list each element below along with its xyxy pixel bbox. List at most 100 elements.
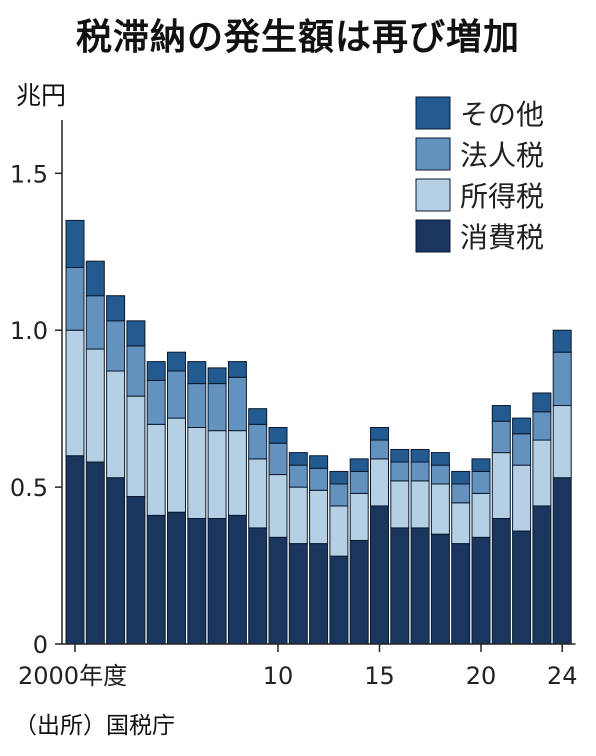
bar-segment [187, 361, 207, 385]
x-tick-label: 10 [263, 662, 294, 690]
bar-segment [309, 489, 329, 545]
bar-segment [471, 492, 491, 538]
bar-segment [288, 486, 308, 545]
bar-segment [370, 439, 389, 460]
bar-segment [430, 464, 450, 485]
y-tick-label: 0.5 [10, 474, 48, 502]
bar-segment [227, 430, 247, 516]
bar-segment [106, 295, 126, 322]
bar-segment [187, 383, 207, 428]
legend-swatch [415, 178, 451, 212]
bar-segment [65, 329, 85, 457]
bar-segment [248, 458, 268, 529]
bar-segment [187, 517, 207, 645]
bar-segment [288, 464, 308, 488]
bar-segment [451, 543, 471, 645]
bar-segment [65, 455, 85, 645]
bar-segment [471, 458, 491, 472]
bar-segment [248, 423, 268, 460]
bar-segment [288, 543, 308, 645]
bar-segment [227, 361, 247, 378]
x-tick-label: 2000年度 [18, 662, 127, 690]
bar-segment [146, 514, 166, 645]
bar-segment [85, 461, 105, 645]
bar-segment [268, 426, 288, 444]
bar-segment [167, 417, 186, 513]
bar-segment [512, 530, 532, 645]
x-tick-label: 24 [547, 662, 578, 690]
bar-segment [370, 505, 389, 645]
bar-segment [288, 452, 308, 466]
legend-label: 法人税 [460, 139, 544, 172]
y-axis-unit-label: 兆円 [16, 81, 67, 110]
bar-segment [451, 483, 471, 504]
bar-segment [451, 470, 471, 485]
bar-segment [390, 527, 410, 645]
bar-segment [552, 329, 572, 353]
bar-segment [532, 392, 552, 413]
legend-label: 消費税 [460, 221, 544, 254]
legend-label: その他 [460, 98, 544, 131]
bar-segment [370, 458, 389, 507]
bar-segment [451, 502, 471, 545]
bar-segment [329, 483, 349, 507]
bar-segment [167, 370, 186, 419]
bar-segment [349, 492, 369, 541]
bar-segment [106, 477, 126, 645]
bar-segment [65, 266, 85, 331]
bar-segment [167, 351, 186, 372]
bar-segment [552, 351, 572, 407]
bar-segment [532, 505, 552, 645]
bar-segment [430, 483, 450, 535]
bar-segment [85, 260, 105, 297]
bar-segment [430, 452, 450, 466]
y-tick-label: 1.0 [10, 317, 48, 345]
legend-label: 所得税 [460, 180, 544, 213]
bar-segment [146, 361, 166, 381]
source-note: （出所）国税庁 [14, 713, 175, 739]
x-tick-label: 20 [466, 662, 497, 690]
bar-segment [329, 555, 349, 645]
bar-segment [512, 417, 532, 435]
bar-segment [126, 395, 146, 498]
bar-segment [126, 320, 146, 347]
bar-segment [65, 219, 85, 268]
bar-segment [349, 539, 369, 645]
legend-swatch [415, 96, 451, 130]
bar-segment [248, 408, 268, 425]
bar-segment [227, 376, 247, 432]
bar-segment [390, 461, 410, 482]
bar-segment [491, 405, 511, 422]
bar-segment [227, 514, 247, 645]
bar-segment [349, 470, 369, 494]
bar-segment [309, 467, 329, 491]
bar-segment [532, 439, 552, 507]
bar-segment [187, 426, 207, 519]
bar-segment [207, 383, 227, 432]
bar-segment [126, 345, 146, 397]
bar-segment [471, 536, 491, 645]
y-tick-label: 1.5 [10, 160, 48, 188]
chart-title: 税滞納の発生額は再び増加 [75, 17, 520, 58]
bar-segment [552, 477, 572, 645]
bar-segment [329, 470, 349, 485]
bar-segment [410, 480, 430, 529]
bar-segment [410, 461, 430, 482]
bar-segment [268, 536, 288, 645]
bar-segment [512, 433, 532, 466]
bar-segment [126, 496, 146, 645]
bar-segment [512, 464, 532, 532]
bar-segment [390, 448, 410, 463]
x-tick-label: 15 [364, 662, 395, 690]
bar-segment [146, 423, 166, 516]
bar-segment [410, 448, 430, 463]
bar-segment [207, 367, 227, 385]
legend-swatch [415, 137, 451, 171]
bar-segment [390, 480, 410, 529]
bar-segment [106, 320, 126, 372]
bar-segment [349, 458, 369, 472]
bar-segment [207, 517, 227, 645]
legend-swatch [415, 219, 451, 253]
